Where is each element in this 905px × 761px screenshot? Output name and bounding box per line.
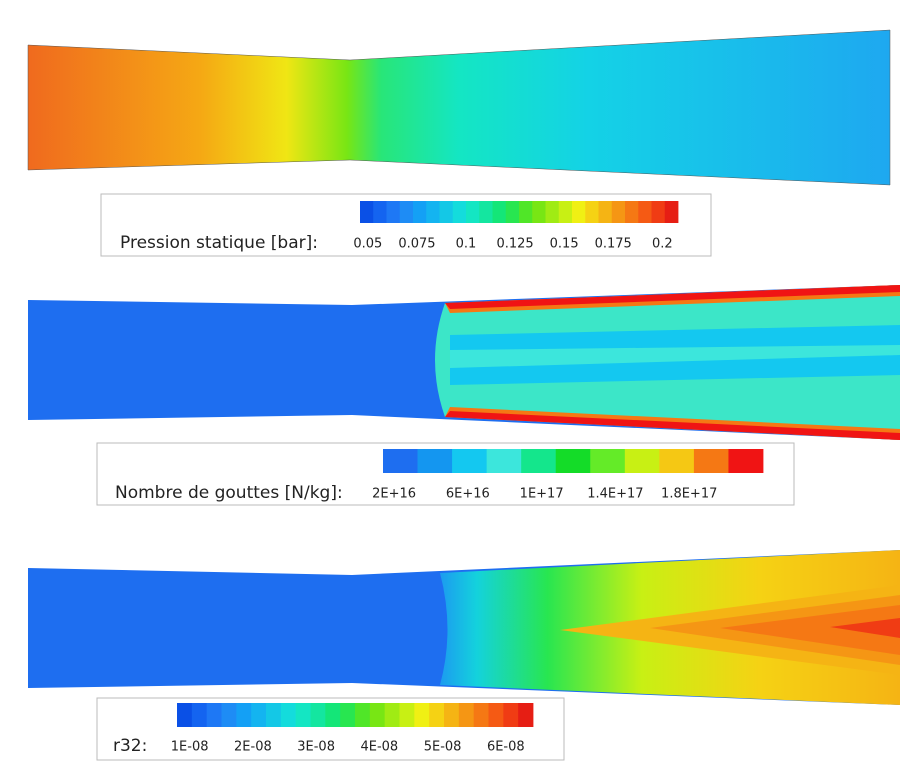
colorbar-tick-label: 0.1	[456, 237, 477, 252]
colorbar-tick-label: 2E+16	[372, 487, 416, 502]
colorbar-band	[295, 703, 311, 727]
colorbar-band	[439, 201, 454, 223]
droplet-field	[28, 285, 900, 440]
colorbar-band	[399, 201, 414, 223]
colorbar-band	[555, 449, 591, 473]
colorbar-band	[444, 703, 460, 727]
colorbar-band	[426, 201, 440, 223]
colorbar-tick-label: 0.075	[398, 237, 435, 252]
colorbar-band	[625, 201, 639, 223]
colorbar-band	[590, 449, 626, 473]
colorbar-band	[383, 449, 418, 473]
colorbar-band	[505, 201, 520, 223]
colorbar-band	[384, 703, 400, 727]
colorbar-title: r32:	[113, 736, 147, 756]
colorbar-band	[693, 449, 729, 473]
colorbar-band	[651, 201, 666, 223]
colorbar-band	[177, 703, 193, 727]
colorbar-band	[659, 449, 695, 473]
colorbar-band	[458, 703, 475, 727]
colorbar-band	[191, 703, 208, 727]
colorbar-band	[452, 201, 467, 223]
colorbar-band	[624, 449, 660, 473]
colorbar-band	[503, 703, 519, 727]
colorbar-band	[545, 201, 560, 223]
colorbar-band	[585, 201, 599, 223]
colorbar-tick-label: 4E-08	[360, 740, 398, 755]
colorbar-band	[521, 449, 557, 473]
colorbar-band	[532, 201, 546, 223]
colorbar-band	[728, 449, 764, 473]
colorbar-band	[280, 703, 297, 727]
colorbar-band	[519, 201, 533, 223]
r32-field	[28, 550, 900, 705]
colorbar-tick-label: 1E-08	[171, 740, 209, 755]
colorbar-band	[598, 201, 613, 223]
colorbar-tick-label: 0.125	[496, 237, 533, 252]
colorbar-tick-label: 6E-08	[487, 740, 525, 755]
colorbar-band	[473, 703, 489, 727]
colorbar-band	[572, 201, 586, 223]
colorbar-band	[492, 201, 507, 223]
colorbar-tick-label: 6E+16	[446, 487, 490, 502]
colorbar-title: Nombre de gouttes [N/kg]:	[115, 483, 343, 503]
colorbar-band	[488, 703, 504, 727]
colorbar-band	[251, 703, 267, 727]
colorbar-band	[414, 703, 430, 727]
colorbar-tick-label: 2E-08	[234, 740, 272, 755]
colorbar-band	[266, 703, 282, 727]
colorbar-tick-label: 1E+17	[520, 487, 564, 502]
colorbar-band	[325, 703, 341, 727]
colorbar-band	[417, 449, 453, 473]
colorbar-tick-label: 1.8E+17	[661, 487, 717, 502]
colorbar-band	[452, 449, 488, 473]
colorbar-band	[413, 201, 427, 223]
colorbar-band	[486, 449, 522, 473]
colorbar-band	[558, 201, 573, 223]
colorbar-tick-label: 3E-08	[297, 740, 335, 755]
colorbar-band	[638, 201, 652, 223]
colorbar-band	[373, 201, 387, 223]
colorbar-title: Pression statique [bar]:	[120, 233, 318, 253]
colorbar-tick-label: 1.4E+17	[587, 487, 643, 502]
pressure-field	[27, 29, 891, 186]
colorbar-band	[386, 201, 401, 223]
colorbar-band	[479, 201, 493, 223]
colorbar-tick-label: 5E-08	[424, 740, 462, 755]
colorbar-band	[369, 703, 386, 727]
colorbar-band	[399, 703, 415, 727]
colorbar-tick-label: 0.15	[550, 237, 579, 252]
colorbar-band	[206, 703, 222, 727]
colorbar-tick-label: 0.05	[353, 237, 382, 252]
colorbar-band	[236, 703, 252, 727]
colorbar-band	[664, 201, 679, 223]
colorbar-band	[466, 201, 480, 223]
colorbar-band	[340, 703, 356, 727]
colorbar-band	[518, 703, 534, 727]
colorbar-tick-label: 0.175	[595, 237, 632, 252]
colorbar-band	[221, 703, 237, 727]
colorbar-band	[611, 201, 626, 223]
colorbar-band	[310, 703, 326, 727]
colorbar-band	[429, 703, 445, 727]
colorbar-band	[355, 703, 371, 727]
colorbar-tick-label: 0.2	[652, 237, 673, 252]
colorbar-band	[360, 201, 374, 223]
